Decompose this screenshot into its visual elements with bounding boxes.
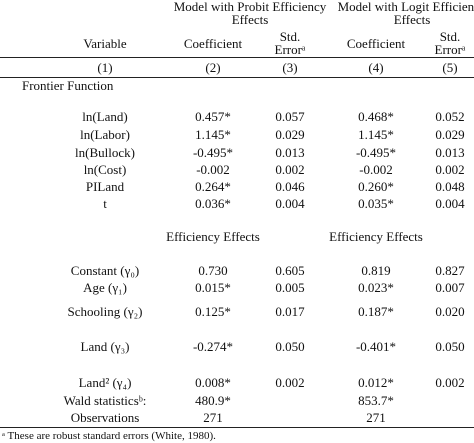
cell: 0.187* bbox=[358, 304, 394, 319]
cell: 271 bbox=[366, 410, 386, 425]
row-label: Wald statisticsᵇ: bbox=[63, 393, 147, 408]
cell: 0.029 bbox=[435, 127, 465, 142]
cell: 0.002 bbox=[435, 162, 465, 177]
group-header: Model with Logit Efficiency Effects bbox=[337, 0, 474, 27]
cell: 0.035* bbox=[358, 196, 394, 211]
cell: 0.008* bbox=[195, 375, 231, 390]
column-header: Coefficient bbox=[346, 36, 406, 51]
cell: 0.605 bbox=[275, 263, 305, 278]
cell: -0.274* bbox=[192, 339, 234, 354]
section-title: Efficiency Effects bbox=[166, 229, 260, 244]
cell: 0.468* bbox=[358, 109, 394, 124]
cell: 480.9* bbox=[195, 393, 231, 408]
cell: 0.004 bbox=[435, 196, 465, 211]
column-number: (5) bbox=[442, 60, 458, 75]
cell: 0.050 bbox=[435, 339, 465, 354]
header-rule bbox=[0, 57, 474, 58]
cell: 0.013 bbox=[275, 145, 305, 160]
column-header: Std. Errorᵃ bbox=[274, 29, 306, 57]
cell: 0.048 bbox=[435, 179, 465, 194]
cell: 0.730 bbox=[198, 263, 228, 278]
row-label: ln(Labor) bbox=[80, 127, 130, 142]
cell: 0.057 bbox=[275, 109, 305, 124]
cell: 0.050 bbox=[275, 339, 305, 354]
row-label: ln(Cost) bbox=[83, 162, 127, 177]
cell: 0.020 bbox=[435, 304, 465, 319]
cell: 0.012* bbox=[358, 375, 394, 390]
cell: 0.007 bbox=[435, 280, 465, 295]
cell: 0.125* bbox=[195, 304, 231, 319]
cell: 0.017 bbox=[275, 304, 305, 319]
cell: 0.827 bbox=[435, 263, 465, 278]
cell: -0.002 bbox=[359, 162, 393, 177]
cell: 0.002 bbox=[275, 162, 305, 177]
cell: 0.002 bbox=[435, 375, 465, 390]
row-label: PILand bbox=[85, 179, 125, 194]
cell: 1.145* bbox=[195, 127, 231, 142]
cell: -0.495* bbox=[355, 145, 397, 160]
numbers-rule bbox=[0, 77, 474, 78]
cell: 0.819 bbox=[361, 263, 391, 278]
cell: 0.005 bbox=[275, 280, 305, 295]
cell: 0.013 bbox=[435, 145, 465, 160]
cell: 853.7* bbox=[358, 393, 394, 408]
row-label: Schooling (γ₂) bbox=[67, 304, 143, 319]
section-title: Frontier Function bbox=[22, 78, 114, 93]
row-label: Constant (γ₀) bbox=[70, 263, 140, 278]
bottom-rule bbox=[0, 427, 474, 428]
cell: -0.002 bbox=[196, 162, 230, 177]
section-title: Efficiency Effects bbox=[329, 229, 423, 244]
column-header: Coefficient bbox=[183, 36, 243, 51]
group-header: Model with Probit Efficiency Effects bbox=[173, 0, 327, 27]
row-label: Age (γ₁) bbox=[83, 280, 127, 295]
column-number: (3) bbox=[282, 60, 298, 75]
cell: 0.015* bbox=[195, 280, 231, 295]
cell: 0.023* bbox=[358, 280, 394, 295]
column-number: (2) bbox=[205, 60, 221, 75]
cell: 1.145* bbox=[358, 127, 394, 142]
column-header: Std. Errorᵃ bbox=[434, 29, 466, 57]
column-header: Variable bbox=[83, 36, 127, 51]
cell: 0.002 bbox=[275, 375, 305, 390]
row-label: t bbox=[103, 196, 107, 211]
cell: 0.046 bbox=[275, 179, 305, 194]
cell: 0.457* bbox=[195, 109, 231, 124]
row-label: ln(Bullock) bbox=[75, 145, 135, 160]
cell: 0.029 bbox=[275, 127, 305, 142]
cell: -0.401* bbox=[355, 339, 397, 354]
cell: 271 bbox=[203, 410, 223, 425]
row-label: Land (γ₃) bbox=[80, 339, 130, 354]
row-label: Observations bbox=[70, 410, 140, 425]
cell: 0.264* bbox=[195, 179, 231, 194]
cell: -0.495* bbox=[192, 145, 234, 160]
cell: 0.052 bbox=[435, 109, 465, 124]
cell: 0.260* bbox=[358, 179, 394, 194]
row-label: ln(Land) bbox=[82, 109, 128, 124]
footnote: ᵃ These are robust standard errors (Whit… bbox=[2, 430, 216, 442]
cell: 0.036* bbox=[195, 196, 231, 211]
row-label: Land² (γ₄) bbox=[78, 375, 132, 390]
column-number: (4) bbox=[368, 60, 384, 75]
column-number: (1) bbox=[97, 60, 113, 75]
cell: 0.004 bbox=[275, 196, 305, 211]
